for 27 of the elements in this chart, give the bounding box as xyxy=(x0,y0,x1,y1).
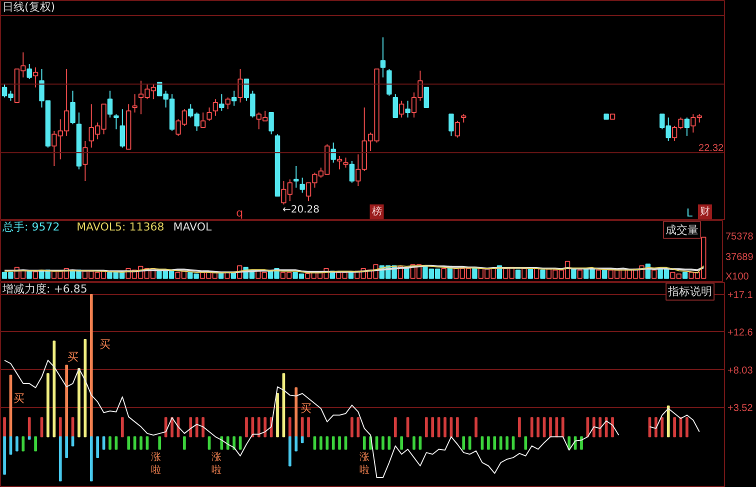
y-tick-label: 37689 xyxy=(726,252,754,264)
text: MAVOL5: 11368 xyxy=(76,220,164,234)
y-tick-label: +12.6 xyxy=(728,327,754,338)
annotation: 涨啦 xyxy=(150,451,161,476)
annotation: 成交量 xyxy=(665,223,698,236)
annotation: 指标说明 xyxy=(667,285,712,298)
annotation: 买 xyxy=(100,338,111,351)
y-tick-label: X100 xyxy=(726,272,750,282)
text: 总手: 9572 xyxy=(1,220,60,234)
text: 财 xyxy=(700,205,710,218)
annotation: 涨啦 xyxy=(212,451,222,476)
y-tick-label: +17.1 xyxy=(728,290,754,302)
text: 榜 xyxy=(372,205,382,218)
annotation: 涨啦 xyxy=(359,451,370,476)
annotation: 买 xyxy=(67,350,78,364)
y-tick-label: +8.03 xyxy=(728,365,754,376)
annotation: ←20.28 xyxy=(282,204,320,216)
text: q xyxy=(236,206,244,220)
annotation: 买 xyxy=(300,402,312,416)
text: MAVOL xyxy=(173,220,213,234)
chart-title: 增减力度: +6.85 xyxy=(2,282,88,296)
text: L xyxy=(686,206,694,220)
annotation: 买 xyxy=(13,392,24,406)
y-tick-label: +3.52 xyxy=(728,402,754,414)
chart-title: 日线(复权) xyxy=(2,0,56,14)
annotation: 22.32 xyxy=(698,142,724,154)
y-tick-label: 75378 xyxy=(726,232,754,243)
